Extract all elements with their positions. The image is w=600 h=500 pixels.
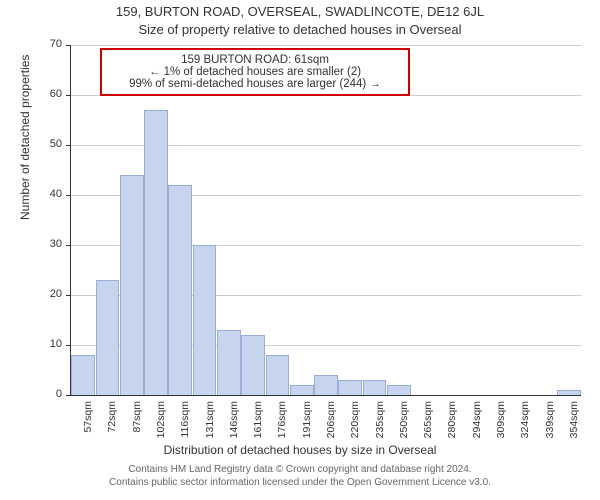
- footer: Contains HM Land Registry data © Crown c…: [0, 464, 600, 489]
- y-tick-mark: [66, 45, 71, 46]
- x-tick-label: 191sqm: [301, 401, 313, 451]
- y-tick-label: 0: [0, 388, 62, 400]
- histogram-bar: [290, 385, 314, 395]
- callout-line-1: 159 BURTON ROAD: 61sqm: [110, 54, 400, 66]
- x-tick-label: 324sqm: [519, 401, 531, 451]
- x-tick-label: 206sqm: [325, 401, 337, 451]
- histogram-bar: [96, 280, 120, 395]
- y-tick-mark: [66, 245, 71, 246]
- x-tick-label: 176sqm: [276, 401, 288, 451]
- y-tick-mark: [66, 295, 71, 296]
- y-tick-mark: [66, 95, 71, 96]
- chart-container: 159, BURTON ROAD, OVERSEAL, SWADLINCOTE,…: [0, 0, 600, 500]
- histogram-bar: [120, 175, 144, 395]
- histogram-bar: [193, 245, 217, 395]
- x-tick-label: 102sqm: [155, 401, 167, 451]
- callout-box: 159 BURTON ROAD: 61sqm ← 1% of detached …: [100, 48, 410, 96]
- histogram-bar: [557, 390, 581, 395]
- y-tick-mark: [66, 195, 71, 196]
- x-tick-label: 354sqm: [568, 401, 580, 451]
- y-tick-mark: [66, 395, 71, 396]
- y-tick-label: 70: [0, 38, 62, 50]
- x-tick-label: 250sqm: [398, 401, 410, 451]
- y-tick-label: 20: [0, 288, 62, 300]
- histogram-bar: [217, 330, 241, 395]
- x-tick-label: 87sqm: [131, 401, 143, 451]
- grid-line: [71, 45, 581, 46]
- x-tick-label: 309sqm: [495, 401, 507, 451]
- histogram-bar: [266, 355, 290, 395]
- x-tick-label: 146sqm: [228, 401, 240, 451]
- x-tick-label: 294sqm: [471, 401, 483, 451]
- x-tick-label: 235sqm: [374, 401, 386, 451]
- histogram-bar: [241, 335, 265, 395]
- callout-line-2: ← 1% of detached houses are smaller (2): [110, 66, 400, 78]
- y-tick-label: 50: [0, 138, 62, 150]
- y-tick-label: 30: [0, 238, 62, 250]
- histogram-bar: [338, 380, 362, 395]
- y-tick-label: 10: [0, 338, 62, 350]
- x-tick-label: 265sqm: [422, 401, 434, 451]
- y-tick-mark: [66, 345, 71, 346]
- y-tick-label: 40: [0, 188, 62, 200]
- histogram-bar: [387, 385, 411, 395]
- histogram-bar: [71, 355, 95, 395]
- footer-line-1: Contains HM Land Registry data © Crown c…: [0, 464, 600, 477]
- histogram-bar: [144, 110, 168, 395]
- x-tick-label: 57sqm: [82, 401, 94, 451]
- title-sub: Size of property relative to detached ho…: [0, 22, 600, 37]
- histogram-bar: [314, 375, 338, 395]
- x-tick-label: 280sqm: [446, 401, 458, 451]
- y-tick-label: 60: [0, 88, 62, 100]
- histogram-bar: [363, 380, 387, 395]
- title-main: 159, BURTON ROAD, OVERSEAL, SWADLINCOTE,…: [0, 4, 600, 19]
- x-tick-label: 220sqm: [349, 401, 361, 451]
- x-tick-label: 116sqm: [179, 401, 191, 451]
- x-tick-label: 72sqm: [106, 401, 118, 451]
- footer-line-2: Contains public sector information licen…: [0, 477, 600, 490]
- x-tick-label: 339sqm: [544, 401, 556, 451]
- histogram-bar: [168, 185, 192, 395]
- callout-line-3: 99% of semi-detached houses are larger (…: [110, 78, 400, 90]
- x-tick-label: 131sqm: [204, 401, 216, 451]
- chart-plot-area: [70, 45, 581, 396]
- x-tick-label: 161sqm: [252, 401, 264, 451]
- y-tick-mark: [66, 145, 71, 146]
